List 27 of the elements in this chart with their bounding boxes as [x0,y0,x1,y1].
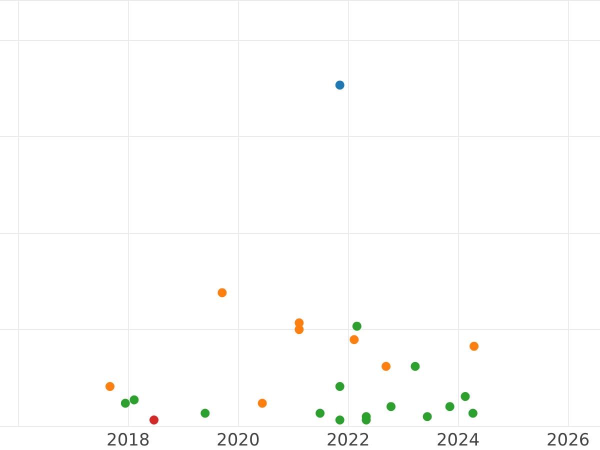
point [445,402,454,412]
x-tick-label: 2018 [106,430,150,450]
point [468,408,478,418]
point [335,382,344,391]
point [422,412,432,422]
point [120,398,130,408]
point [350,335,359,344]
point [258,398,267,408]
point [386,402,396,412]
point [460,392,470,402]
point [352,322,362,331]
point [218,288,227,298]
point [335,415,344,424]
x-tick-label: 2026 [546,430,590,450]
x-tick-label: 2024 [436,430,480,450]
x-tick-label: 2022 [326,430,370,450]
point [382,362,391,371]
point [316,408,325,418]
x-tick-label: 2020 [216,430,260,450]
point [130,395,139,404]
point [294,325,304,334]
point [200,408,210,418]
point [149,415,158,424]
point [106,382,114,391]
point [410,362,420,371]
point [470,342,479,351]
point [335,80,344,90]
